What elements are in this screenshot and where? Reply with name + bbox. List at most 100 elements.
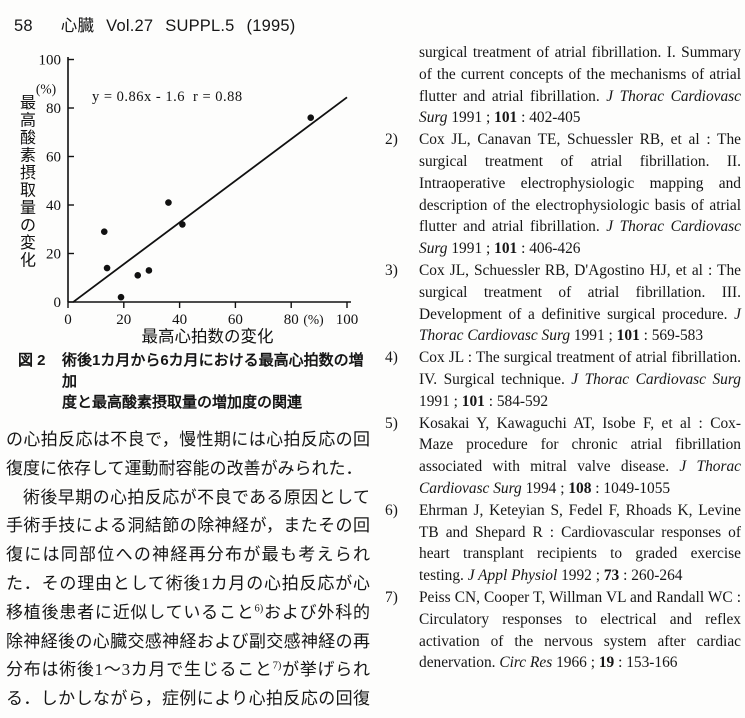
figure-caption: 図 2 術後1カ月から6カ月における最高心拍数の増加 度と最高酸素摂取量の増加度… [6,350,370,413]
journal-name: J Thorac Cardiovasc Surg [419,305,741,345]
reference-item: surgical treatment of atrial fibrillatio… [381,42,741,129]
volume-number: 108 [568,479,592,497]
text-segment: 7) [272,660,282,672]
page-number: 58 [14,17,33,35]
text-segment: Ehrman J, Keteyian S, Fedel F, Rhoads K,… [419,501,741,585]
svg-text:最高心拍数の変化: 最高心拍数の変化 [142,327,274,346]
svg-text:60: 60 [46,150,61,166]
text-segment: Cox JL : The surgical treatment of atria… [419,349,741,388]
svg-text:の: の [20,218,36,235]
svg-text:40: 40 [172,312,187,328]
svg-text:取: 取 [20,183,36,200]
reference-item: 6) Ehrman J, Keteyian S, Fedel F, Rhoads … [381,500,741,587]
volume-number: 101 [494,240,518,258]
text-segment: および外科的除神経後の心臓交感神経および副交感神経の再分布は術後1〜3カ月で生じ… [6,602,370,680]
svg-text:80: 80 [46,101,61,117]
volume-number: 101 [616,327,640,345]
text-segment: : 569-583 [639,327,704,345]
svg-text:100: 100 [336,312,359,328]
svg-text:素: 素 [20,147,36,165]
figure-label: 図 2 [18,352,46,369]
reference-number: 3) [385,261,398,279]
reference-item: 7) Peiss CN, Cooper T, Willman VL and Ran… [381,587,741,674]
text-segment: surgical treatment of atrial fibrillatio… [419,44,741,105]
text-segment: Peiss CN, Cooper T, Willman VL and Randa… [419,588,741,672]
svg-text:r = 0.88: r = 0.88 [193,89,243,105]
text-segment: 1991 ; [570,327,617,345]
text-segment: Cox JL, Canavan TE, Schuessler RB, et al… [419,131,741,236]
figure-caption-text: 術後1カ月から6カ月における最高心拍数の増加 度と最高酸素摂取量の増加度の関連 [62,350,370,413]
reference-number: 6) [385,501,398,519]
svg-text:最: 最 [20,95,36,112]
journal-name: J Thorac Cardiovasc Surg [419,87,741,127]
body-paragraphs: の心拍反応は不良で，慢性期には心拍反応の回復度に依存して運動耐容能の改善がみられ… [6,426,370,718]
paragraph: の心拍反応は不良で，慢性期には心拍反応の回復度に依存して運動耐容能の改善がみられ… [6,426,370,484]
text-segment: 1991 ; [419,392,462,410]
volume-number: 101 [461,392,485,410]
reference-number: 2) [385,131,398,149]
references-list: surgical treatment of atrial fibrillatio… [381,42,741,674]
svg-text:60: 60 [228,312,243,328]
svg-text:y = 0.86x - 1.6: y = 0.86x - 1.6 [92,89,185,105]
journal-title: 心臓 [60,17,95,35]
scatter-plot: 0 20 40 60 80 100 0 20 40 60 80 100 (%) (%) 最高酸素摂取量の変化… [6,54,370,346]
svg-text:(%): (%) [303,312,323,327]
journal-name: J Thorac Cardiovasc Surg [419,458,741,497]
svg-text:20: 20 [46,247,61,263]
text-segment: : 260-264 [619,567,683,585]
reference-number: 5) [385,414,398,432]
svg-text:80: 80 [284,312,299,328]
text-segment: の心拍反応は不良で，慢性期には心拍反応の回復度に依存して運動耐容能の改善がみられ… [6,430,370,478]
svg-text:40: 40 [46,198,61,214]
text-segment: 1991 ; [447,109,495,127]
text-segment: 1966 ; [552,654,599,672]
text-segment: 1992 ; [557,567,604,585]
reference-number: 7) [385,588,398,606]
text-segment: : 406-426 [517,240,581,258]
journal-name: J Appl Physiol [467,567,558,585]
text-segment: : 584-592 [484,392,549,410]
right-column: surgical treatment of atrial fibrillatio… [381,42,741,674]
volume-number: 73 [603,567,620,585]
svg-text:酸: 酸 [20,129,36,147]
svg-text:量: 量 [20,200,36,217]
page-header: 58 心臓 Vol.27 SUPPL.5 (1995) [14,12,307,36]
reference-item: 2) Cox JL, Canavan TE, Schuessler RB, et … [381,129,741,260]
svg-text:化: 化 [20,252,36,270]
text-segment: Cox JL, Schuessler RB, D'Agostino HJ, et… [419,261,741,323]
text-segment: 術後早期の心拍反応が不良である原因として手術手技による洞結節の除神経が，またその… [6,487,370,622]
journal-name: J Thorac Cardiovasc Surg [419,218,741,258]
figure-caption-line2: 度と最高酸素摂取量の増加度の関連 [62,394,303,411]
paragraph: 術後早期の心拍反応が不良である原因として手術手技による洞結節の除神経が，またその… [6,484,370,718]
text-segment: Kosakai Y, Kawaguchi AT, Isobe F, et al … [419,414,741,476]
text-segment: 1994 ; [521,479,569,497]
journal-volume: Vol.27 [106,17,154,35]
svg-text:変: 変 [20,234,36,252]
svg-text:0: 0 [54,295,62,311]
text-segment: 1991 ; [447,240,495,258]
journal-name: Circ Res [499,654,553,672]
reference-item: 4) Cox JL : The surgical treatment of atr… [381,347,741,412]
journal-issue: SUPPL.5 [165,17,235,35]
journal-name: J Thorac Cardiovasc Surg [571,370,741,388]
left-column: 0 20 40 60 80 100 0 20 40 60 80 100 (%) (%) 最高酸素摂取量の変化… [6,48,370,718]
svg-text:(%): (%) [36,81,56,96]
figure-2: 0 20 40 60 80 100 0 20 40 60 80 100 (%) (%) 最高酸素摂取量の変化… [6,54,370,413]
volume-number: 101 [494,109,518,127]
reference-number: 4) [385,349,398,367]
svg-text:摂: 摂 [20,164,36,182]
text-segment: : 1049-1055 [591,479,671,497]
text-segment: : 402-405 [517,109,581,127]
svg-text:0: 0 [64,312,72,328]
volume-number: 19 [598,654,615,672]
reference-item: 3) Cox JL, Schuessler RB, D'Agostino HJ, … [381,260,741,347]
reference-item: 5) Kosakai Y, Kawaguchi AT, Isobe F, et a… [381,413,741,500]
journal-year: (1995) [246,17,296,35]
svg-text:高: 高 [20,112,36,130]
text-segment: : 153-166 [614,654,678,672]
text-segment: 6) [254,603,264,615]
svg-text:20: 20 [116,312,131,328]
svg-text:100: 100 [39,54,62,69]
figure-caption-line1: 術後1カ月から6カ月における最高心拍数の増加 [62,352,364,390]
